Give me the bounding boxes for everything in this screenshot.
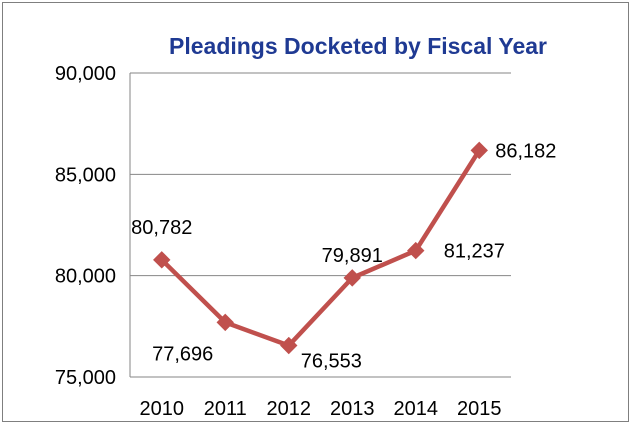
x-tick-label: 2015 <box>457 398 502 420</box>
y-tick-label: 85,000 <box>55 164 116 186</box>
data-label: 76,553 <box>301 351 362 373</box>
chart-frame: Pleadings Docketed by Fiscal Year 75,000… <box>2 2 629 422</box>
data-point-marker <box>216 313 234 332</box>
series-line <box>160 149 482 348</box>
x-tick-label: 2010 <box>140 398 185 420</box>
y-axis-tick-labels: 75,000 80,000 85,000 90,000 <box>55 63 116 389</box>
y-tick-label: 90,000 <box>55 63 116 85</box>
data-label: 86,182 <box>495 140 556 162</box>
data-label: 79,891 <box>322 245 383 267</box>
data-point-marker <box>343 269 361 287</box>
data-point-marker <box>153 251 171 269</box>
chart-title: Pleadings Docketed by Fiscal Year <box>169 33 547 59</box>
series-markers <box>153 141 488 355</box>
x-axis-tick-labels: 2010 2011 2012 2013 2014 2015 <box>140 398 502 420</box>
gridlines <box>130 72 511 378</box>
data-point-marker <box>280 336 298 355</box>
x-tick-label: 2012 <box>267 398 312 420</box>
x-tick-label: 2011 <box>204 398 247 420</box>
x-tick-label: 2013 <box>330 398 375 420</box>
data-label: 80,782 <box>131 217 192 239</box>
data-label: 81,237 <box>444 241 505 263</box>
y-tick-label: 75,000 <box>55 367 116 389</box>
series-line-path <box>160 149 482 348</box>
data-labels: 80,782 77,696 76,553 79,891 81,237 86,182 <box>131 140 556 372</box>
data-point-marker <box>470 141 488 160</box>
data-label: 77,696 <box>152 343 213 365</box>
data-point-marker <box>407 241 425 260</box>
x-tick-label: 2014 <box>394 398 439 420</box>
line-chart: Pleadings Docketed by Fiscal Year 75,000… <box>55 33 557 420</box>
y-tick-label: 80,000 <box>55 266 116 288</box>
